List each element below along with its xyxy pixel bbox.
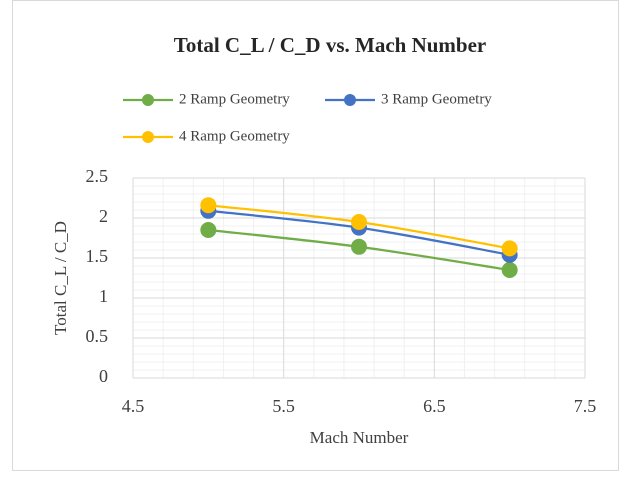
legend-label: 2 Ramp Geometry bbox=[179, 91, 290, 107]
data-point bbox=[501, 262, 518, 278]
legend-marker bbox=[142, 94, 154, 106]
y-tick-label: 0 bbox=[99, 366, 108, 386]
legend-marker bbox=[344, 94, 356, 106]
data-point bbox=[351, 214, 367, 230]
x-tick-label: 5.5 bbox=[272, 396, 295, 416]
y-tick-label: 0.5 bbox=[86, 326, 109, 346]
data-point bbox=[501, 240, 518, 257]
x-tick-label: 6.5 bbox=[423, 396, 446, 416]
x-axis-title: Mach Number bbox=[310, 428, 409, 447]
legend-label: 4 Ramp Geometry bbox=[179, 128, 290, 144]
y-tick-label: 1 bbox=[99, 286, 108, 306]
data-point bbox=[200, 222, 217, 238]
y-axis-title: Total C_L / C_D bbox=[51, 221, 70, 335]
x-tick-label: 7.5 bbox=[574, 396, 597, 416]
data-point bbox=[351, 238, 367, 255]
legend-marker bbox=[142, 131, 154, 143]
x-tick-label: 4.5 bbox=[122, 396, 145, 416]
chart-title: Total C_L / C_D vs. Mach Number bbox=[174, 33, 487, 57]
y-tick-label: 2.5 bbox=[86, 166, 109, 186]
chart-border bbox=[12, 0, 619, 471]
y-tick-label: 1.5 bbox=[86, 246, 109, 266]
y-tick-label: 2 bbox=[99, 206, 108, 226]
legend-label: 3 Ramp Geometry bbox=[381, 91, 492, 107]
data-point bbox=[200, 197, 217, 214]
